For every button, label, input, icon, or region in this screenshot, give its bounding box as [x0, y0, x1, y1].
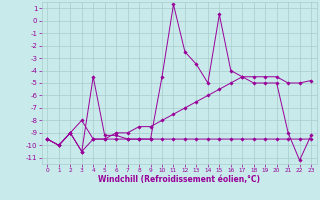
X-axis label: Windchill (Refroidissement éolien,°C): Windchill (Refroidissement éolien,°C): [98, 175, 260, 184]
